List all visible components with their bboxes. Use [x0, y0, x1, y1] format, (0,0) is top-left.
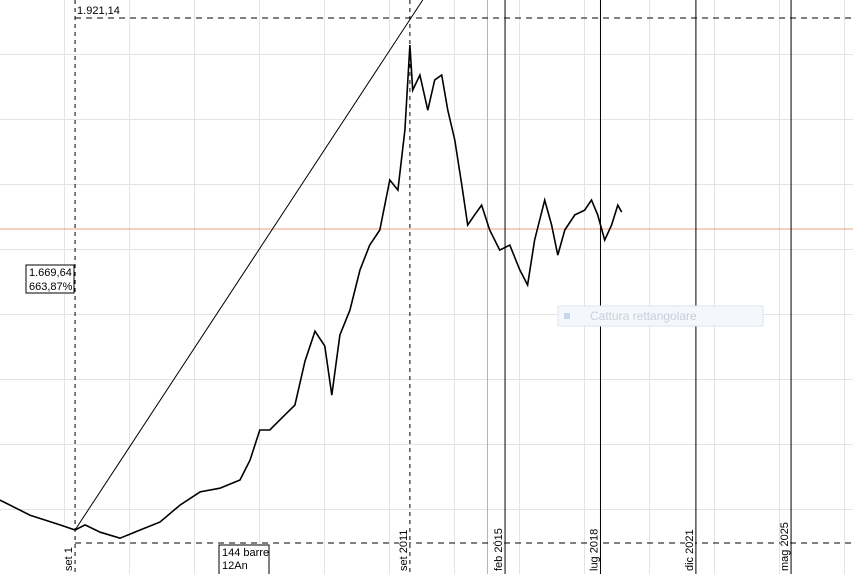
x-tick-label: dic 2021	[684, 529, 696, 571]
bars-note: 12An	[222, 560, 248, 572]
x-tick-label: set 2011	[398, 530, 410, 571]
x-label-bg	[684, 524, 695, 574]
level-label: 1.921,14	[77, 5, 120, 17]
capture-hint: Cattura rettangolare	[590, 309, 697, 323]
x-label-bg	[398, 524, 409, 574]
capture-hint-bg	[557, 305, 764, 327]
x-label-bg	[64, 524, 75, 574]
measure-bg	[25, 264, 75, 294]
x-label-bg	[589, 524, 600, 574]
bars-note-bg	[218, 544, 270, 574]
x-label-bg	[780, 524, 791, 574]
x-tick-label: lug 2018	[588, 529, 600, 571]
x-label-bg	[494, 524, 505, 574]
x-tick-label: feb 2015	[493, 528, 505, 571]
x-tick-label: set 1	[63, 547, 75, 571]
x-tick-label: mag 2025	[779, 522, 791, 571]
bars-note: 144 barre	[222, 547, 269, 559]
trend-line	[74, 0, 424, 531]
measure-box: 1.669,64 663,87%	[25, 264, 75, 294]
measure-percent: 663,87%	[29, 281, 73, 293]
capture-hint-icon	[564, 313, 570, 319]
price-line	[0, 45, 623, 540]
measure-value: 1.669,64	[29, 267, 72, 279]
